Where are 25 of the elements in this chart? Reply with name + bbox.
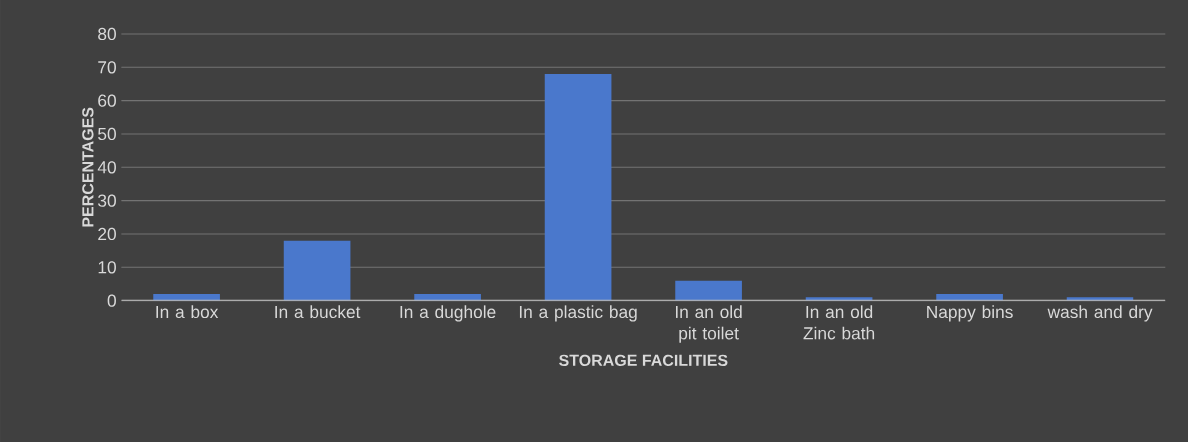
bar <box>414 293 481 301</box>
y-tick-label: 0 <box>107 294 116 307</box>
y-tick-label: 60 <box>98 94 116 107</box>
x-axis-title: STORAGE FACILITIES <box>559 354 728 366</box>
y-tick-label: 40 <box>97 161 116 174</box>
bar <box>283 240 351 301</box>
bar <box>544 73 612 301</box>
y-tick-label: 10 <box>98 261 116 274</box>
y-tick-label: 80 <box>98 27 116 41</box>
x-tick-label: In an old Zinc bath <box>803 305 875 340</box>
x-tick-label: In an old pit toilet <box>675 305 742 343</box>
y-tick-label: 50 <box>98 127 116 141</box>
x-tick-label: In a box <box>156 305 219 319</box>
bar <box>936 293 1003 301</box>
bar <box>675 280 742 301</box>
x-tick-label: In a plastic bag <box>519 305 637 322</box>
bar <box>153 293 220 301</box>
x-tick-label: In a bucket <box>275 305 361 319</box>
y-tick-label: 20 <box>98 227 116 241</box>
x-tick-label: In a dughole <box>400 305 496 322</box>
y-tick-label: 30 <box>98 194 116 207</box>
y-axis-title: PERCENTAGES <box>82 107 94 227</box>
y-tick-label: 70 <box>98 61 116 74</box>
x-tick-label: Nappy bins <box>927 305 1013 322</box>
x-tick-label: wash and dry <box>1047 305 1153 322</box>
